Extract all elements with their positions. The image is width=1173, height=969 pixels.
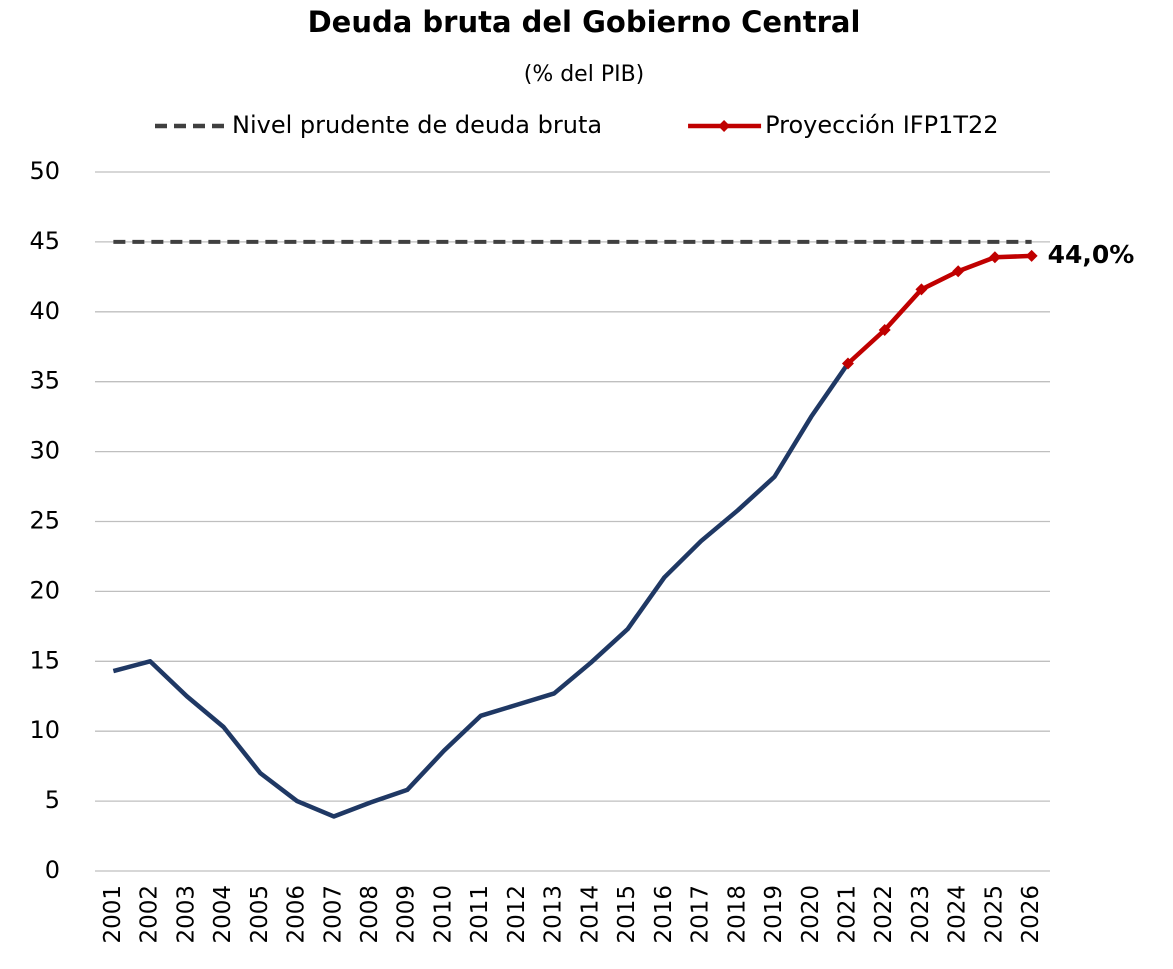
x-tick-label: 2001 (100, 885, 126, 944)
x-tick-label: 2024 (945, 885, 971, 944)
x-tick-label: 2018 (724, 885, 750, 944)
point-marker (841, 357, 854, 370)
x-tick-label: 2011 (467, 885, 493, 944)
point-marker (988, 251, 1001, 264)
y-tick-label: 20 (29, 576, 60, 604)
chart-subtitle: (% del PIB) (524, 62, 645, 87)
x-tick-label: 2003 (173, 885, 199, 944)
series-line (112, 362, 850, 819)
x-tick-label: 2005 (247, 885, 273, 944)
series-line (846, 253, 1032, 366)
y-tick-label: 35 (29, 367, 60, 395)
data-label: 44,0% (1048, 240, 1135, 269)
legend-label: Proyección IFP1T22 (765, 111, 998, 139)
y-tick-label: 50 (29, 157, 60, 185)
x-tick-label: 2010 (430, 885, 456, 944)
legend-marker (718, 120, 731, 132)
x-tick-label: 2021 (834, 885, 860, 944)
x-tick-label: 2009 (394, 885, 420, 944)
x-tick-label: 2013 (541, 885, 567, 944)
x-tick-label: 2014 (577, 885, 603, 944)
y-tick-label: 10 (29, 716, 60, 744)
y-tick-label: 25 (29, 507, 60, 535)
x-tick-label: 2006 (284, 885, 310, 944)
x-tick-label: 2012 (504, 885, 530, 944)
point-marker (1025, 249, 1038, 262)
y-tick-label: 45 (29, 227, 60, 255)
point-marker (952, 265, 965, 278)
x-tick-label: 2015 (614, 885, 640, 944)
x-tick-label: 2022 (871, 885, 897, 944)
x-tick-label: 2026 (1018, 885, 1044, 944)
y-tick-label: 15 (29, 646, 60, 674)
y-tick-label: 5 (45, 786, 60, 814)
x-tick-label: 2017 (688, 885, 714, 944)
y-tick-label: 40 (29, 297, 60, 325)
x-tick-label: 2023 (908, 885, 934, 944)
x-tick-label: 2020 (798, 885, 824, 944)
y-tick-label: 30 (29, 437, 60, 465)
chart-title: Deuda bruta del Gobierno Central (308, 5, 861, 39)
point-marker (915, 283, 928, 296)
x-tick-label: 2025 (981, 885, 1007, 944)
x-tick-label: 2016 (651, 885, 677, 944)
x-tick-label: 2002 (137, 885, 163, 944)
x-tick-label: 2004 (210, 885, 236, 944)
x-tick-label: 2019 (761, 885, 787, 944)
point-marker (878, 323, 891, 336)
y-tick-label: 0 (45, 856, 60, 884)
x-tick-label: 2008 (357, 885, 383, 944)
legend-label: Nivel prudente de deuda bruta (232, 111, 602, 139)
x-tick-label: 2007 (320, 885, 346, 944)
